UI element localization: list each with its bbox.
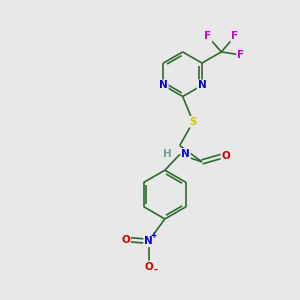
Text: O: O [144, 262, 153, 272]
Text: O: O [121, 235, 130, 245]
Text: N: N [159, 80, 168, 90]
Text: N: N [181, 149, 190, 159]
Text: N: N [198, 80, 206, 90]
Text: O: O [221, 151, 230, 161]
Text: -: - [153, 265, 157, 275]
Text: H: H [163, 149, 171, 159]
Text: F: F [204, 32, 211, 41]
Text: N: N [144, 236, 153, 246]
Text: F: F [231, 32, 238, 41]
Text: F: F [237, 50, 244, 60]
Text: S: S [189, 117, 197, 127]
Text: +: + [151, 231, 157, 240]
